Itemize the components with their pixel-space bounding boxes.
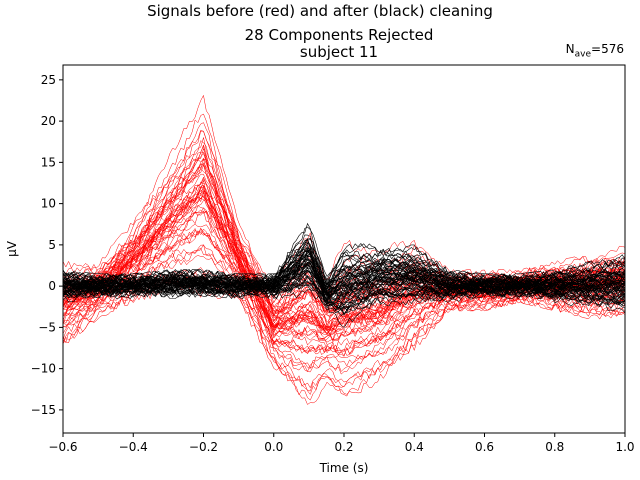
y-axis: −15 −10 −5 0 5 10 15 20 25 [31,73,63,417]
y-tick-label: 15 [41,155,56,169]
red-trace [63,94,625,295]
black-trace [63,247,625,286]
black-trace [63,241,625,286]
x-tick-label: 0.6 [475,440,494,454]
black-trace [63,280,625,311]
black-trace [63,263,625,298]
black-trace [63,282,625,315]
x-tick-label: −0.2 [189,440,218,454]
red-trace [63,227,625,355]
black-trace [63,262,625,297]
x-tick-label: 0.4 [405,440,424,454]
black-trace [63,288,625,328]
x-tick-label: −0.6 [48,440,77,454]
y-tick-label: 25 [41,73,56,87]
x-tick-label: −0.4 [119,440,148,454]
black-trace [63,265,625,302]
red-trace [63,244,625,369]
black-trace [63,275,625,306]
black-trace [63,238,625,284]
x-tick-label: 1.0 [615,440,634,454]
chart-title-line2: subject 11 [299,43,379,61]
nave-value: =576 [591,42,624,56]
y-tick-label: −5 [38,320,56,334]
y-axis-label: µV [5,240,19,257]
nave-sub: ave [574,49,592,60]
nave-label: N [565,42,575,56]
y-tick-label: −15 [31,403,56,417]
nave-annotation: Nave=576 [566,42,624,59]
x-tick-label: 0.2 [334,440,353,454]
y-tick-label: 10 [41,197,56,211]
chart-suptitle: Signals before (red) and after (black) c… [147,2,493,20]
red-trace [63,113,625,299]
chart-title-line1: 28 Components Rejected [244,26,434,44]
x-tick-label: 0.0 [264,440,283,454]
x-axis-label: Time (s) [319,461,369,475]
y-tick-label: −10 [31,362,56,376]
y-tick-label: 5 [48,238,56,252]
black-trace [63,256,625,297]
y-tick-label: 0 [48,279,56,293]
x-axis: −0.6 −0.4 −0.2 0.0 0.2 0.4 0.6 0.8 1.0 [48,433,635,454]
red-trace [63,130,625,304]
y-tick-label: 20 [41,114,56,128]
trace-group [63,94,625,405]
red-trace [63,230,625,357]
x-tick-label: 0.8 [545,440,564,454]
